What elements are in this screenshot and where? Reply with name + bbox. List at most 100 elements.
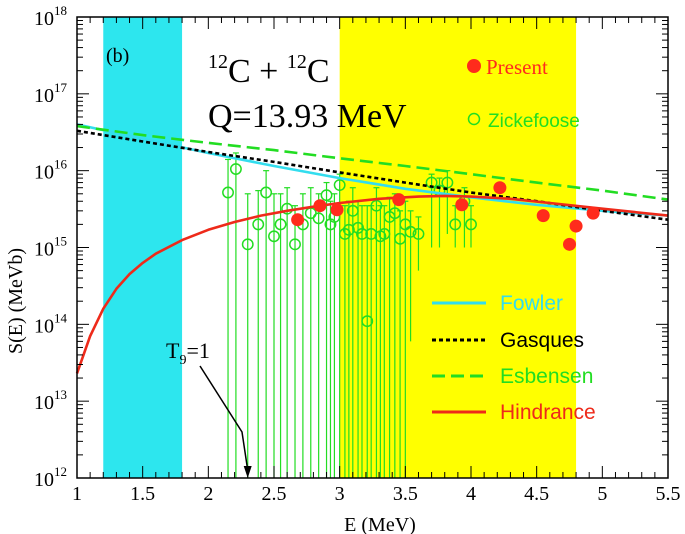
zickefoose-point	[370, 199, 383, 212]
q-value-label: Q=13.93 MeV	[208, 98, 407, 135]
y-tick-exponent: 13	[54, 387, 67, 402]
t9-annotation: T9=1	[166, 338, 252, 478]
present-series	[291, 181, 600, 251]
y-tick-label: 1015	[34, 234, 67, 261]
y-axis-label: S(E) (MeVb)	[5, 248, 27, 354]
reaction-label: 12C + 12C	[208, 51, 330, 90]
zickefoose-point	[356, 228, 368, 240]
present-point	[330, 203, 344, 217]
model-curves	[75, 123, 669, 374]
x-tick-label: 3	[335, 483, 345, 505]
reaction-mass-2: 12	[287, 51, 307, 73]
zickefoose-point	[361, 315, 374, 328]
zickefoose-point	[333, 179, 346, 191]
y-tick-base: 10	[34, 469, 54, 491]
zickefoose-point	[412, 228, 425, 240]
present-point	[455, 198, 469, 212]
zickefoose-series	[222, 152, 477, 478]
legend-top: Present Zickefoose	[467, 55, 580, 132]
zickefoose-point	[342, 223, 355, 236]
y-tick-base: 10	[34, 392, 54, 414]
zickefoose-point	[394, 232, 407, 245]
zickefoose-point	[465, 218, 477, 231]
x-tick-label: 1	[72, 483, 82, 505]
present-point	[313, 199, 327, 213]
y-tick-base: 10	[34, 8, 54, 30]
zickefoose-point	[222, 186, 234, 199]
zickefoose-point	[241, 238, 254, 251]
t9-arrowhead	[243, 466, 252, 478]
zickefoose-point	[260, 186, 273, 199]
t9-rest: =1	[186, 338, 209, 363]
present-point	[536, 209, 550, 223]
legend-present-label: Present	[486, 55, 548, 79]
zickefoose-point	[352, 221, 365, 234]
present-point	[493, 181, 507, 195]
legend-hindrance-label: Hindrance	[500, 401, 596, 424]
y-tick-label: 1018	[34, 3, 67, 30]
zickefoose-point	[338, 228, 351, 240]
zickefoose-point	[289, 238, 301, 251]
x-tick-label: 2.5	[262, 483, 287, 505]
zickefoose-point	[229, 163, 242, 175]
present-point	[291, 213, 305, 227]
y-tick-base: 10	[34, 239, 54, 261]
legend-present-marker	[467, 59, 481, 73]
present-point	[586, 206, 600, 220]
shaded-region-1	[339, 17, 577, 478]
hindrance-curve	[75, 194, 669, 374]
x-tick-label: 2	[203, 483, 213, 505]
zickefoose-point	[252, 218, 265, 231]
y-tick-exponent: 12	[54, 464, 67, 479]
legend-bottom: Fowler Gasques Esbensen Hindrance	[432, 292, 596, 424]
panel-label: (b)	[106, 45, 129, 67]
t9-label: T9=1	[166, 338, 210, 368]
present-point	[563, 237, 576, 251]
y-tick-base: 10	[34, 162, 54, 184]
legend-zickefoose-marker	[467, 112, 481, 126]
esbensen-curve	[76, 124, 669, 201]
zickefoose-point	[320, 189, 333, 202]
x-tick-label: 3.5	[393, 483, 418, 505]
reaction-mass-1: 12	[208, 51, 228, 73]
zickefoose-point	[378, 228, 391, 240]
y-tick-label: 1014	[34, 310, 68, 337]
y-tick-base: 10	[34, 85, 54, 107]
y-tick-label: 1013	[34, 387, 67, 414]
zickefoose-point	[449, 218, 462, 231]
legend-gasques-label: Gasques	[500, 329, 584, 352]
legend-zickefoose-label: Zickefoose	[488, 111, 580, 132]
y-tick-base: 10	[34, 315, 54, 337]
zickefoose-point	[404, 225, 417, 238]
axis-ticks: 1 1.5 2 2.5 3 3.5 4 4.5 5 5.510121013101410151016…	[34, 3, 681, 505]
legend-esbensen-label: Esbensen	[500, 365, 593, 388]
y-tick-label: 1016	[34, 157, 68, 184]
x-tick-label: 5	[597, 483, 607, 505]
reaction-element-2: C	[307, 53, 330, 90]
zickefoose-point	[312, 212, 325, 225]
y-tick-exponent: 18	[54, 3, 67, 18]
y-tick-exponent: 15	[54, 234, 67, 249]
x-tick-label: 1.5	[130, 483, 155, 505]
x-axis-label: E (MeV)	[344, 514, 416, 534]
reaction-element-1: C +	[228, 53, 287, 90]
x-tick-label: 4.5	[524, 483, 549, 505]
zickefoose-point	[346, 204, 359, 217]
y-tick-exponent: 14	[54, 310, 68, 325]
t9-arrow	[199, 365, 249, 471]
present-point	[392, 193, 406, 207]
zickefoose-point	[274, 218, 287, 231]
legend-fowler-label: Fowler	[500, 292, 563, 315]
y-tick-exponent: 17	[54, 80, 68, 95]
t9-sub: 9	[179, 353, 186, 368]
t9-base: T	[166, 338, 180, 363]
x-tick-label: 5.5	[656, 483, 681, 505]
y-tick-label: 1017	[34, 80, 68, 107]
shaded-regions	[103, 17, 577, 478]
zickefoose-point	[268, 230, 280, 243]
zickefoose-point	[388, 207, 401, 220]
present-point	[569, 219, 583, 233]
y-tick-exponent: 16	[54, 157, 68, 172]
x-tick-label: 4	[466, 483, 476, 505]
